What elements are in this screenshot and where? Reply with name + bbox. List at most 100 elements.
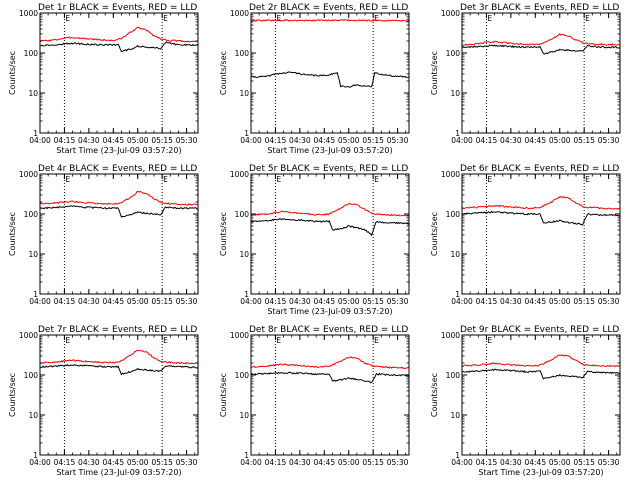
x-tick-label: 04:45 — [102, 136, 124, 145]
panel-frame — [39, 12, 199, 134]
x-tick-label: 04:00 — [451, 136, 473, 145]
x-tick-label: 05:00 — [549, 136, 571, 145]
event-rate-line — [40, 41, 198, 52]
x-tick-label: 04:30 — [500, 297, 522, 306]
x-axis-label: Start Time (23-Jul-09 03:57:20) — [478, 468, 603, 477]
y-tick-label: 100 — [235, 49, 250, 58]
x-tick-label: 04:00 — [29, 458, 51, 467]
x-tick-label: 04:30 — [289, 297, 311, 306]
x-tick-label: 04:15 — [476, 136, 498, 145]
event-marker-label: E — [374, 336, 379, 345]
panel-title: Det 2r BLACK = Events, RED = LLD — [249, 3, 408, 13]
x-tick-label: 04:00 — [29, 136, 51, 145]
x-tick-label: 05:00 — [338, 136, 360, 145]
panel-frame — [39, 334, 199, 456]
y-tick-label: 1000 — [230, 170, 249, 179]
x-tick-label: 05:30 — [387, 136, 409, 145]
x-tick-label: 04:45 — [313, 297, 335, 306]
x-tick-label: 04:15 — [265, 136, 287, 145]
lld-rate-line — [40, 26, 198, 43]
x-tick-label: 04:15 — [265, 458, 287, 467]
x-tick-label: 05:30 — [598, 136, 620, 145]
x-tick-label: 05:15 — [362, 297, 384, 306]
y-tick-label: 10 — [28, 411, 38, 420]
x-tick-label: 05:15 — [362, 136, 384, 145]
panel-frame — [250, 12, 410, 134]
x-tick-label: 04:00 — [240, 297, 262, 306]
x-tick-label: 04:15 — [476, 458, 498, 467]
y-tick-label: 10 — [239, 411, 249, 420]
event-marker-label: E — [487, 14, 492, 23]
x-tick-label: 04:45 — [524, 297, 546, 306]
x-tick-label: 04:30 — [500, 136, 522, 145]
y-axis-label: Counts/sec — [8, 51, 17, 95]
y-tick-label: 1 — [244, 290, 249, 299]
y-axis-label: Counts/sec — [8, 373, 17, 417]
event-marker-label: E — [585, 336, 590, 345]
event-rate-line — [251, 218, 409, 237]
x-tick-label: 05:00 — [127, 136, 149, 145]
y-axis-label: Counts/sec — [430, 212, 439, 256]
x-tick-label: 04:15 — [54, 136, 76, 145]
panel-title: Det 1r BLACK = Events, RED = LLD — [38, 3, 197, 13]
panel-title: Det 3r BLACK = Events, RED = LLD — [460, 3, 619, 13]
y-tick-label: 1 — [244, 129, 249, 138]
y-tick-label: 1 — [244, 451, 249, 460]
x-tick-label: 04:00 — [240, 136, 262, 145]
x-tick-label: 04:30 — [78, 458, 100, 467]
y-tick-label: 10 — [450, 89, 460, 98]
event-rate-line — [462, 44, 620, 55]
x-axis-label: Start Time (23-Jul-09 03:57:20) — [56, 468, 181, 477]
x-tick-label: 04:15 — [54, 458, 76, 467]
event-marker-label: E — [65, 336, 70, 345]
event-marker-label: E — [585, 14, 590, 23]
event-marker-label: E — [65, 14, 70, 23]
x-axis-label: Start Time (23-Jul-09 03:57:20) — [267, 146, 392, 155]
y-tick-label: 1000 — [441, 170, 460, 179]
x-tick-label: 04:00 — [29, 297, 51, 306]
x-tick-label: 05:00 — [338, 297, 360, 306]
lld-rate-line — [251, 18, 409, 23]
y-axis-label: Counts/sec — [8, 212, 17, 256]
event-rate-line — [40, 363, 198, 376]
y-tick-label: 100 — [446, 371, 461, 380]
x-axis-label: Start Time (23-Jul-09 03:57:20) — [267, 307, 392, 316]
event-rate-line — [251, 371, 409, 384]
x-tick-label: 05:30 — [387, 458, 409, 467]
panel-title: Det 5r BLACK = Events, RED = LLD — [249, 164, 408, 174]
y-tick-label: 1000 — [19, 170, 38, 179]
y-axis-label: Counts/sec — [219, 212, 228, 256]
x-tick-label: 04:30 — [78, 297, 100, 306]
lld-rate-line — [462, 354, 620, 368]
panel-frame — [250, 334, 410, 456]
y-tick-label: 100 — [235, 210, 250, 219]
y-axis-label: Counts/sec — [219, 51, 228, 95]
y-tick-label: 1 — [33, 129, 38, 138]
x-tick-label: 04:00 — [451, 297, 473, 306]
x-tick-label: 04:45 — [313, 136, 335, 145]
x-tick-label: 04:00 — [240, 458, 262, 467]
x-tick-label: 05:30 — [176, 297, 198, 306]
y-tick-label: 1 — [33, 290, 38, 299]
x-tick-label: 05:15 — [573, 458, 595, 467]
event-marker-label: E — [163, 336, 168, 345]
x-tick-label: 04:45 — [313, 458, 335, 467]
panel-frame — [461, 173, 621, 295]
y-tick-label: 1000 — [441, 9, 460, 18]
x-tick-label: 05:30 — [176, 458, 198, 467]
y-tick-label: 10 — [239, 250, 249, 259]
y-axis-label: Counts/sec — [430, 373, 439, 417]
x-tick-label: 04:00 — [451, 458, 473, 467]
y-tick-label: 1 — [455, 451, 460, 460]
x-tick-label: 05:15 — [362, 458, 384, 467]
x-tick-label: 04:45 — [524, 136, 546, 145]
y-axis-label: Counts/sec — [430, 51, 439, 95]
event-rate-line — [40, 205, 198, 218]
y-tick-label: 10 — [450, 411, 460, 420]
